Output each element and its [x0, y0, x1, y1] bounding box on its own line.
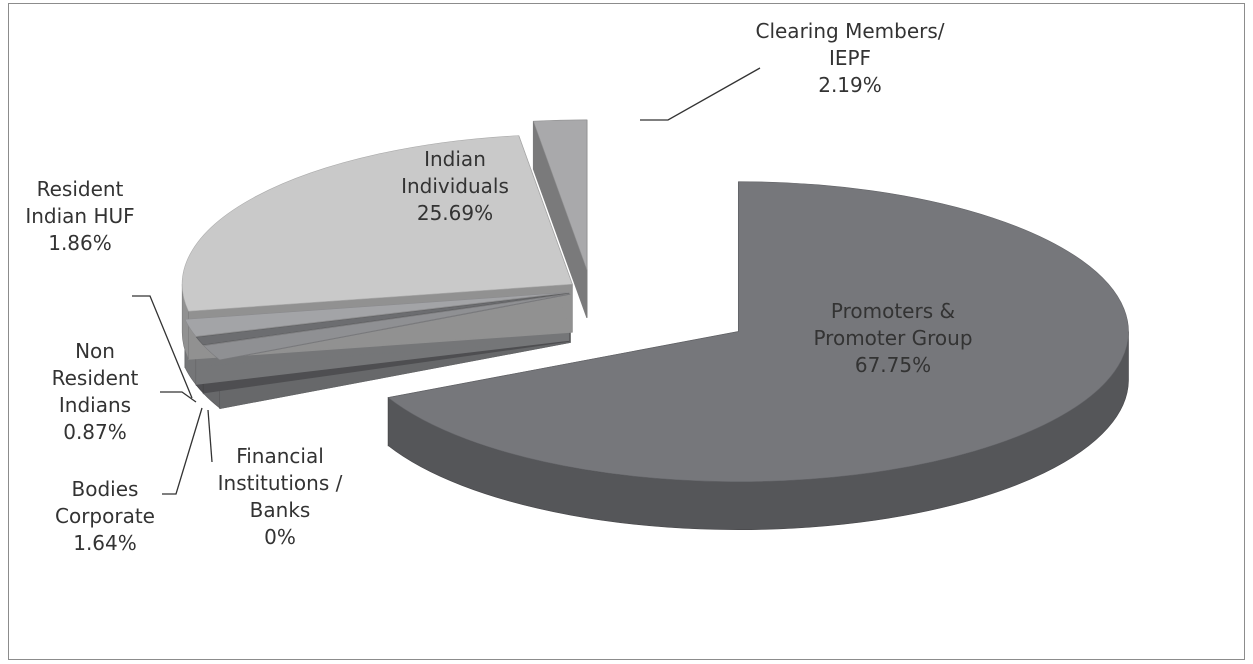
data-label: Bodies Corporate 1.64% [40, 476, 170, 557]
data-label: Resident Indian HUF 1.86% [25, 176, 135, 257]
data-label: Promoters & Promoter Group 67.75% [793, 298, 993, 379]
value-label: 67.75% [854, 353, 932, 377]
category-label: Resident Indian HUF [25, 177, 135, 228]
data-label: Non Resident Indians 0.87% [35, 338, 155, 446]
value-label: 25.69% [416, 201, 494, 225]
category-label: Non Resident Indians [51, 339, 139, 417]
category-label: Promoters & Promoter Group [813, 299, 973, 350]
slice [219, 294, 571, 361]
value-label: 1.86% [48, 231, 112, 255]
leader-line [160, 391, 197, 403]
slice [532, 119, 588, 270]
leader-line [132, 295, 193, 399]
leader-lines [132, 67, 761, 495]
data-label: Financial Institutions / Banks 0% [190, 443, 370, 551]
value-label: 1.64% [73, 531, 137, 555]
slice [203, 293, 570, 361]
category-label: Bodies Corporate [55, 477, 155, 528]
leader-line [640, 67, 761, 121]
data-label: Clearing Members/ IEPF 2.19% [750, 18, 950, 99]
chart-border [8, 3, 1245, 660]
leader-line [207, 409, 213, 463]
category-label: Indian Individuals [401, 147, 509, 198]
category-label: Financial Institutions / Banks [217, 444, 343, 522]
category-label: Clearing Members/ IEPF [755, 19, 945, 70]
slice [184, 292, 569, 337]
slice [181, 135, 573, 312]
slice [195, 292, 570, 346]
value-label: 0.87% [63, 420, 127, 444]
value-label: 2.19% [818, 73, 882, 97]
data-label: Indian Individuals 25.69% [370, 146, 540, 227]
slices [181, 119, 1129, 530]
value-label: 0% [264, 525, 296, 549]
leader-line [162, 407, 203, 495]
slice [387, 181, 1129, 482]
